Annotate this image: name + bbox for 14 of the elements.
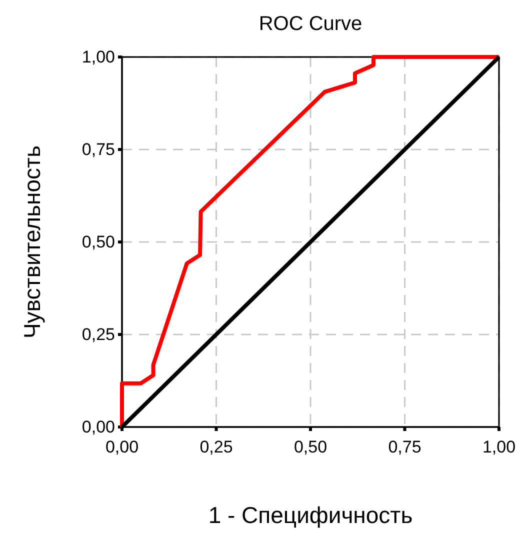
x-tick-label: 1,00 [482, 438, 516, 457]
x-tick-label: 0,25 [200, 438, 233, 457]
x-tick-label: 0,75 [388, 438, 422, 457]
line-series [120, 55, 501, 429]
y-tick-label: 0,50 [82, 232, 115, 252]
y-tick-label: 0,25 [82, 324, 115, 344]
x-axis-title: 1 - Специфичность [208, 502, 413, 528]
chart-title: ROC Curve [258, 13, 362, 35]
y-tick-label: 0,75 [82, 140, 115, 159]
y-tick-label: 0,00 [82, 417, 115, 436]
y-tick-label: 1,00 [82, 47, 115, 66]
x-tick-label: 0,50 [294, 438, 328, 457]
x-tick-label: 0,00 [105, 438, 139, 457]
y-axis-title: Чувствительность [19, 145, 45, 339]
